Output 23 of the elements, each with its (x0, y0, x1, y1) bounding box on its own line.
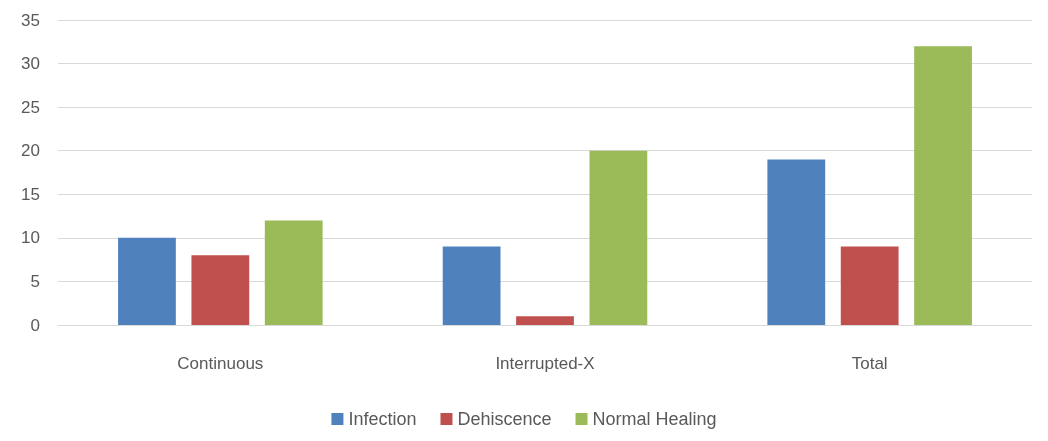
bar (914, 46, 972, 325)
bar (767, 159, 826, 325)
bar (516, 316, 574, 325)
bar (589, 150, 648, 325)
bar (118, 237, 176, 325)
y-tick-label: 20 (21, 141, 40, 161)
legend-label: Dehiscence (457, 409, 552, 429)
y-tick-label: 25 (21, 97, 40, 117)
bar (840, 246, 899, 325)
y-tick-label: 5 (30, 271, 40, 291)
legend-label: Infection (348, 409, 417, 429)
x-tick-label: Total (851, 354, 888, 373)
bar (191, 255, 250, 325)
bar (442, 246, 501, 325)
legend-label: Normal Healing (592, 409, 717, 429)
y-tick-label: 10 (21, 228, 40, 248)
y-tick-label: 30 (21, 54, 40, 74)
x-tick-label: Interrupted-X (495, 354, 595, 373)
y-tick-label: 15 (21, 184, 40, 204)
y-tick-label: 35 (21, 10, 40, 30)
x-tick-label: Continuous (177, 354, 264, 373)
y-tick-label: 0 (30, 315, 40, 335)
bar (264, 220, 323, 325)
